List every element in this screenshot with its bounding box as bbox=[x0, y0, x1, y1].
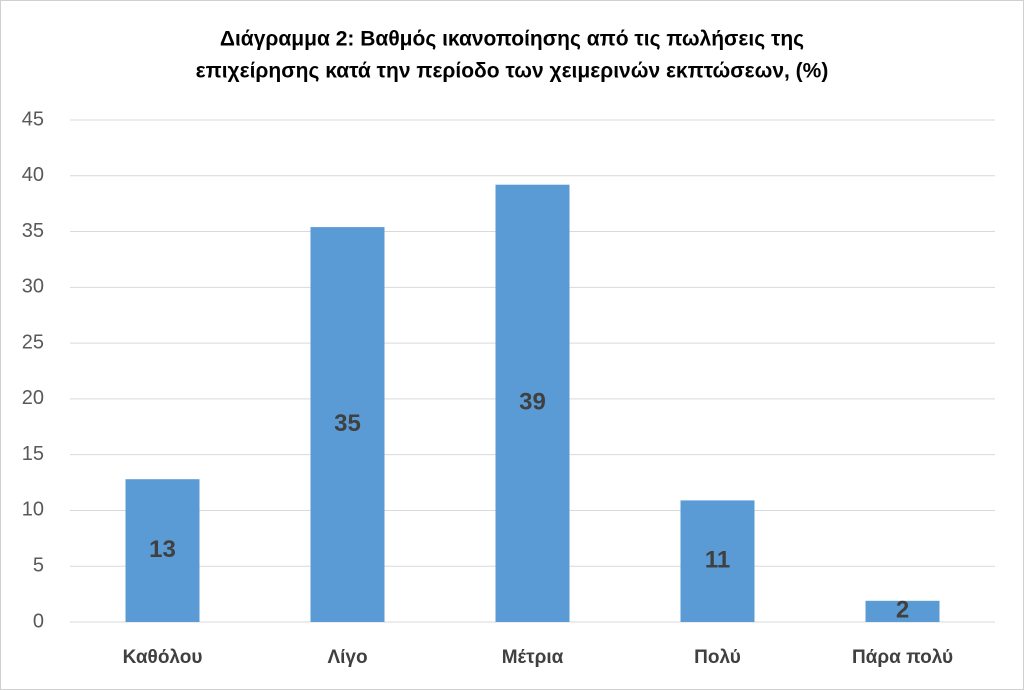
x-tick-label: Πάρα πολύ bbox=[852, 647, 953, 668]
bar bbox=[125, 479, 200, 622]
y-tick-label: 20 bbox=[22, 387, 44, 409]
y-tick-label: 25 bbox=[22, 331, 44, 353]
bar bbox=[680, 500, 755, 622]
y-tick-label: 30 bbox=[22, 276, 44, 298]
bar bbox=[865, 600, 940, 622]
bar bbox=[495, 184, 570, 623]
y-tick-label: 35 bbox=[22, 220, 44, 242]
bar bbox=[310, 227, 385, 623]
y-tick-label: 5 bbox=[33, 555, 44, 577]
chart-title: Διάγραμμα 2: Βαθμός ικανοποίησης από τις… bbox=[220, 28, 804, 51]
x-tick-label: Μέτρια bbox=[502, 647, 564, 668]
data-label: 11 bbox=[705, 547, 730, 574]
x-tick-label: Πολύ bbox=[694, 647, 741, 668]
data-label: 35 bbox=[334, 410, 361, 437]
y-tick-label: 0 bbox=[33, 610, 44, 632]
data-label: 39 bbox=[519, 389, 546, 416]
data-label: 2 bbox=[896, 597, 909, 624]
y-tick-label: 45 bbox=[22, 108, 44, 130]
y-tick-label: 10 bbox=[22, 499, 44, 521]
chart-title: επιχείρησης κατά την περίοδο των χειμερι… bbox=[196, 60, 829, 83]
y-tick-label: 15 bbox=[22, 443, 44, 465]
x-tick-label: Καθόλου bbox=[123, 647, 203, 668]
x-tick-label: Λίγο bbox=[327, 647, 367, 668]
y-tick-label: 40 bbox=[22, 164, 44, 186]
data-label: 13 bbox=[149, 536, 176, 563]
